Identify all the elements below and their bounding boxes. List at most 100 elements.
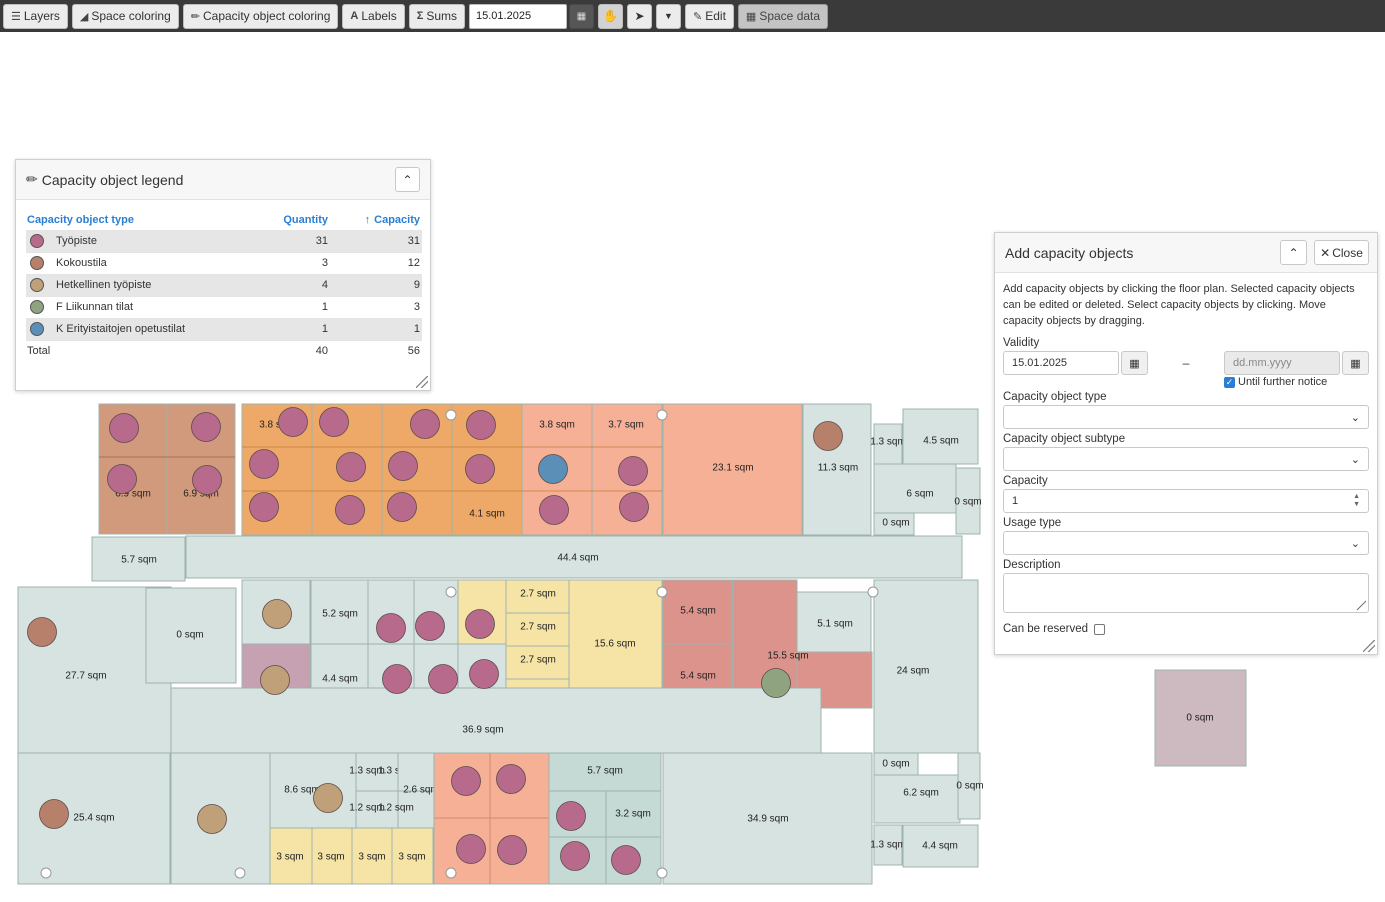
collapse-button[interactable]: ⌃ xyxy=(1280,240,1307,265)
vertex-handle[interactable] xyxy=(445,867,457,879)
textarea-resize-icon[interactable] xyxy=(1356,600,1366,610)
capacity-object-subtype-select[interactable]: ⌄ xyxy=(1003,447,1369,471)
date-input[interactable]: 15.01.2025 xyxy=(469,3,568,29)
capacity-object-marker[interactable] xyxy=(813,421,843,451)
capacity-object-marker[interactable] xyxy=(451,766,481,796)
space-coloring-button[interactable]: ◢ Space coloring xyxy=(71,3,179,29)
room[interactable] xyxy=(873,824,903,866)
validity-to-input[interactable]: dd.mm.yyyy xyxy=(1224,351,1340,375)
room[interactable] xyxy=(269,752,357,829)
capacity-object-marker[interactable] xyxy=(410,409,440,439)
capacity-object-marker[interactable] xyxy=(313,783,343,813)
tool-dropdown-button[interactable]: ▼ xyxy=(656,3,682,29)
room[interactable] xyxy=(548,752,662,792)
capacity-object-marker[interactable] xyxy=(107,464,137,494)
room[interactable] xyxy=(873,512,915,536)
capacity-object-marker[interactable] xyxy=(249,492,279,522)
room[interactable] xyxy=(91,536,186,582)
legend-row[interactable]: Työpiste 31 31 xyxy=(26,229,422,252)
room[interactable] xyxy=(505,579,570,614)
room[interactable] xyxy=(873,579,979,754)
capacity-object-marker[interactable] xyxy=(262,599,292,629)
capacity-object-marker[interactable] xyxy=(335,495,365,525)
labels-button[interactable]: A Labels xyxy=(342,3,405,29)
capacity-object-marker[interactable] xyxy=(415,611,445,641)
capacity-object-marker[interactable] xyxy=(619,492,649,522)
capacity-object-marker[interactable] xyxy=(560,841,590,871)
description-textarea[interactable] xyxy=(1003,573,1369,613)
capacity-object-marker[interactable] xyxy=(469,659,499,689)
capacity-object-marker[interactable] xyxy=(260,665,290,695)
legend-row[interactable]: F Liikunnan tilat 1 3 xyxy=(26,295,422,318)
validity-from-input[interactable]: 15.01.2025 xyxy=(1003,351,1119,375)
vertex-handle[interactable] xyxy=(656,867,668,879)
capacity-object-marker[interactable] xyxy=(538,454,568,484)
can-be-reserved-checkbox[interactable] xyxy=(1094,623,1106,635)
room[interactable] xyxy=(873,463,957,514)
room[interactable] xyxy=(957,752,981,820)
sums-button[interactable]: Σ Sums xyxy=(408,3,466,29)
capacity-object-marker[interactable] xyxy=(278,407,308,437)
room[interactable] xyxy=(796,591,872,653)
capacity-object-marker[interactable] xyxy=(428,664,458,694)
capacity-object-marker[interactable] xyxy=(618,456,648,486)
room[interactable] xyxy=(873,423,903,465)
room[interactable] xyxy=(662,403,803,536)
resize-grip-icon[interactable] xyxy=(416,376,428,388)
capacity-object-marker[interactable] xyxy=(387,492,417,522)
room[interactable] xyxy=(145,587,237,684)
close-button[interactable]: ✕ Close xyxy=(1314,240,1369,265)
capacity-object-marker[interactable] xyxy=(197,804,227,834)
capacity-object-marker[interactable] xyxy=(382,664,412,694)
capacity-object-marker[interactable] xyxy=(249,449,279,479)
room[interactable] xyxy=(170,687,822,754)
legend-row[interactable]: Hetkellinen työpiste 4 9 xyxy=(26,273,422,296)
space-data-button[interactable]: ▦ Space data xyxy=(737,3,829,29)
resize-grip-icon[interactable] xyxy=(1363,640,1375,652)
capacity-object-marker[interactable] xyxy=(611,845,641,875)
capacity-object-marker[interactable] xyxy=(456,834,486,864)
capacity-object-marker[interactable] xyxy=(761,668,791,698)
capacity-object-coloring-button[interactable]: ✏ Capacity object coloring xyxy=(182,3,339,29)
edit-button[interactable]: ✎ Edit xyxy=(685,3,734,29)
capacity-object-marker[interactable] xyxy=(496,764,526,794)
until-further-notice-checkbox-row[interactable]: ✓ Until further notice xyxy=(1224,376,1328,388)
vertex-handle[interactable] xyxy=(656,586,668,598)
room[interactable] xyxy=(185,535,963,579)
room[interactable] xyxy=(605,790,662,838)
vertex-handle[interactable] xyxy=(40,867,52,879)
column-header-quantity[interactable]: Quantity xyxy=(283,213,328,226)
room[interactable] xyxy=(662,752,873,885)
legend-row[interactable]: K Erityistaitojen opetustilat 1 1 xyxy=(26,317,422,340)
room[interactable] xyxy=(397,752,435,792)
vertex-handle[interactable] xyxy=(656,409,668,421)
room[interactable] xyxy=(662,579,733,645)
capacity-object-marker[interactable] xyxy=(465,454,495,484)
capacity-object-marker[interactable] xyxy=(319,407,349,437)
column-header-capacity[interactable]: ↑ Capacity xyxy=(364,213,420,226)
capacity-object-marker[interactable] xyxy=(388,451,418,481)
capacity-object-marker[interactable] xyxy=(466,410,496,440)
room[interactable] xyxy=(367,579,415,645)
layers-button[interactable]: ☰ Layers xyxy=(3,3,68,29)
validity-to-calendar-button[interactable]: ▦ xyxy=(1342,351,1369,375)
capacity-object-marker[interactable] xyxy=(376,613,406,643)
room[interactable] xyxy=(391,827,434,885)
capacity-object-marker[interactable] xyxy=(465,609,495,639)
room[interactable] xyxy=(397,790,435,829)
capacity-object-marker[interactable] xyxy=(497,835,527,865)
vertex-handle[interactable] xyxy=(234,867,246,879)
capacity-object-marker[interactable] xyxy=(191,412,221,442)
validity-from-calendar-button[interactable]: ▦ xyxy=(1121,351,1148,375)
spinner-icon[interactable]: ▲ ▼ xyxy=(1353,493,1360,508)
checked-checkbox-icon[interactable]: ✓ xyxy=(1224,376,1235,388)
capacity-object-marker[interactable] xyxy=(336,452,366,482)
room[interactable] xyxy=(955,467,981,535)
capacity-object-marker[interactable] xyxy=(539,495,569,525)
capacity-object-marker[interactable] xyxy=(39,799,69,829)
room[interactable] xyxy=(873,774,961,824)
calendar-button[interactable]: ▦ xyxy=(569,3,595,29)
room[interactable] xyxy=(902,408,979,465)
room[interactable] xyxy=(310,579,369,645)
